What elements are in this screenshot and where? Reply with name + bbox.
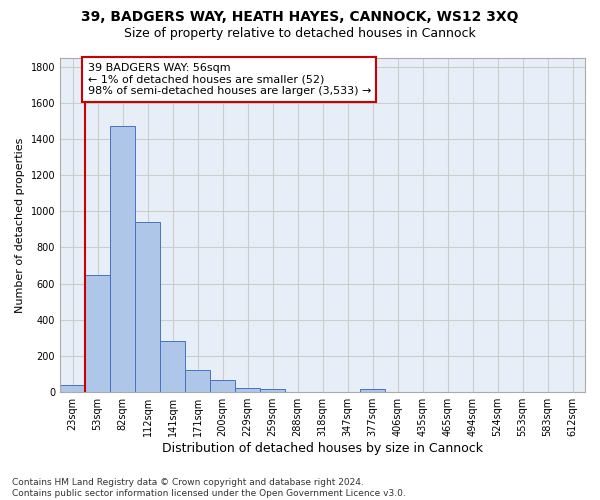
Bar (60, 385, 85, 392)
Bar (210, 380, 235, 392)
Text: Contains HM Land Registry data © Crown copyright and database right 2024.
Contai: Contains HM Land Registry data © Crown c… (12, 478, 406, 498)
Bar (185, 370, 210, 392)
Y-axis label: Number of detached properties: Number of detached properties (15, 137, 25, 312)
Text: Size of property relative to detached houses in Cannock: Size of property relative to detached ho… (124, 28, 476, 40)
X-axis label: Distribution of detached houses by size in Cannock: Distribution of detached houses by size … (162, 442, 483, 455)
Bar (260, 390, 285, 392)
Bar (360, 390, 385, 392)
Text: 39, BADGERS WAY, HEATH HAYES, CANNOCK, WS12 3XQ: 39, BADGERS WAY, HEATH HAYES, CANNOCK, W… (81, 10, 519, 24)
Bar (160, 340, 185, 392)
Bar (85, 274, 110, 392)
Bar (135, 222, 160, 392)
Bar (110, 126, 135, 392)
Bar (235, 388, 260, 392)
Text: 39 BADGERS WAY: 56sqm
← 1% of detached houses are smaller (52)
98% of semi-detac: 39 BADGERS WAY: 56sqm ← 1% of detached h… (88, 63, 371, 96)
